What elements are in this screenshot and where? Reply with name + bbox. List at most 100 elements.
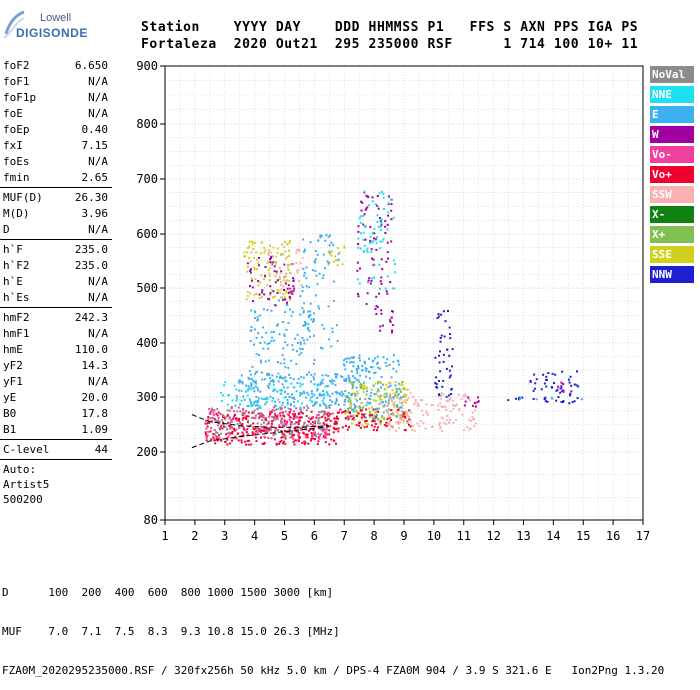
echo-point bbox=[327, 305, 330, 308]
param-value: 3.96 bbox=[81, 207, 109, 220]
echo-point bbox=[226, 403, 229, 406]
echo-point bbox=[263, 293, 266, 296]
echo-point bbox=[362, 223, 365, 226]
echo-point bbox=[261, 371, 263, 374]
echo-point bbox=[367, 407, 370, 410]
echo-point bbox=[400, 414, 403, 417]
legend-item-x: X+ bbox=[650, 226, 694, 243]
echo-point bbox=[281, 296, 284, 299]
echo-point bbox=[445, 419, 448, 422]
echo-point bbox=[273, 270, 276, 273]
echo-point bbox=[280, 393, 283, 395]
echo-point bbox=[559, 391, 562, 394]
footer: D 100 200 400 600 800 1000 1500 3000 [km… bbox=[2, 560, 664, 690]
echo-point bbox=[278, 377, 281, 380]
x-tick-label: 2 bbox=[191, 529, 198, 543]
param-name: h`F2 bbox=[3, 259, 30, 272]
echo-point bbox=[345, 379, 347, 382]
echo-point bbox=[380, 282, 383, 285]
echo-point bbox=[279, 408, 282, 411]
echo-point bbox=[290, 402, 293, 405]
echo-point bbox=[389, 409, 392, 412]
echo-point bbox=[227, 394, 230, 397]
echo-point bbox=[279, 291, 282, 294]
echo-point bbox=[569, 394, 572, 397]
echo-point bbox=[316, 422, 319, 425]
echo-point bbox=[316, 414, 319, 417]
echo-point bbox=[308, 286, 311, 289]
echo-point bbox=[378, 395, 380, 398]
echo-point bbox=[250, 416, 253, 419]
param-value: N/A bbox=[88, 291, 108, 304]
echo-point bbox=[383, 423, 386, 426]
echo-point bbox=[258, 354, 260, 357]
echo-point bbox=[246, 434, 249, 437]
echo-point bbox=[233, 415, 236, 418]
echo-point bbox=[288, 407, 291, 410]
echo-point bbox=[519, 396, 522, 399]
echo-point bbox=[409, 391, 412, 394]
echo-point bbox=[475, 422, 477, 425]
echo-point bbox=[286, 301, 288, 304]
x-tick-label: 8 bbox=[371, 529, 378, 543]
echo-point bbox=[375, 393, 377, 395]
echo-point bbox=[380, 401, 383, 404]
param-row-hes: h`Es N/A bbox=[0, 290, 112, 306]
echo-point bbox=[242, 435, 245, 438]
echo-point bbox=[301, 267, 304, 270]
echo-point bbox=[252, 432, 255, 435]
echo-point bbox=[266, 261, 269, 264]
echo-point bbox=[236, 432, 239, 435]
echo-point bbox=[272, 261, 275, 264]
echo-point bbox=[395, 389, 398, 392]
echo-point bbox=[289, 287, 292, 290]
echo-point bbox=[389, 393, 392, 395]
echo-point bbox=[319, 383, 322, 386]
param-name: h`Es bbox=[3, 291, 30, 304]
echo-point bbox=[263, 251, 266, 254]
echo-point bbox=[283, 422, 286, 425]
echo-point bbox=[268, 421, 270, 424]
echo-point bbox=[267, 254, 270, 256]
echo-point bbox=[389, 394, 392, 397]
echo-point bbox=[324, 267, 327, 270]
echo-point bbox=[308, 420, 311, 423]
echo-point bbox=[228, 417, 231, 420]
echo-point bbox=[379, 381, 382, 384]
echo-point bbox=[362, 405, 365, 408]
echo-point bbox=[264, 403, 267, 406]
param-row-fof1: foF1 N/A bbox=[0, 74, 112, 90]
echo-point bbox=[254, 427, 257, 430]
y-tick-label: 800 bbox=[136, 117, 158, 131]
echo-point bbox=[246, 439, 249, 442]
echo-point bbox=[310, 390, 313, 392]
echo-point bbox=[312, 424, 315, 427]
echo-point bbox=[312, 362, 315, 365]
echo-point bbox=[397, 409, 400, 412]
echo-point bbox=[313, 312, 316, 315]
echo-point bbox=[220, 391, 223, 394]
echo-point bbox=[333, 379, 336, 382]
echo-point bbox=[444, 320, 447, 323]
echo-point bbox=[246, 251, 249, 254]
echo-point bbox=[365, 368, 368, 370]
echo-point bbox=[313, 421, 316, 424]
echo-point bbox=[299, 426, 302, 429]
echo-point bbox=[376, 366, 379, 369]
echo-point bbox=[254, 317, 256, 320]
echo-point bbox=[290, 423, 293, 426]
echo-point bbox=[291, 292, 294, 295]
echo-point bbox=[389, 420, 391, 423]
echo-point bbox=[325, 234, 328, 237]
echo-point bbox=[256, 387, 259, 390]
echo-point bbox=[376, 428, 378, 431]
echo-point bbox=[298, 353, 301, 356]
echo-point bbox=[300, 284, 303, 287]
echo-point bbox=[311, 269, 314, 272]
echo-point bbox=[257, 280, 260, 283]
echo-point bbox=[270, 411, 273, 414]
echo-point bbox=[223, 417, 226, 419]
echo-point bbox=[450, 393, 453, 395]
echo-point bbox=[239, 380, 242, 383]
echo-point bbox=[371, 257, 373, 260]
